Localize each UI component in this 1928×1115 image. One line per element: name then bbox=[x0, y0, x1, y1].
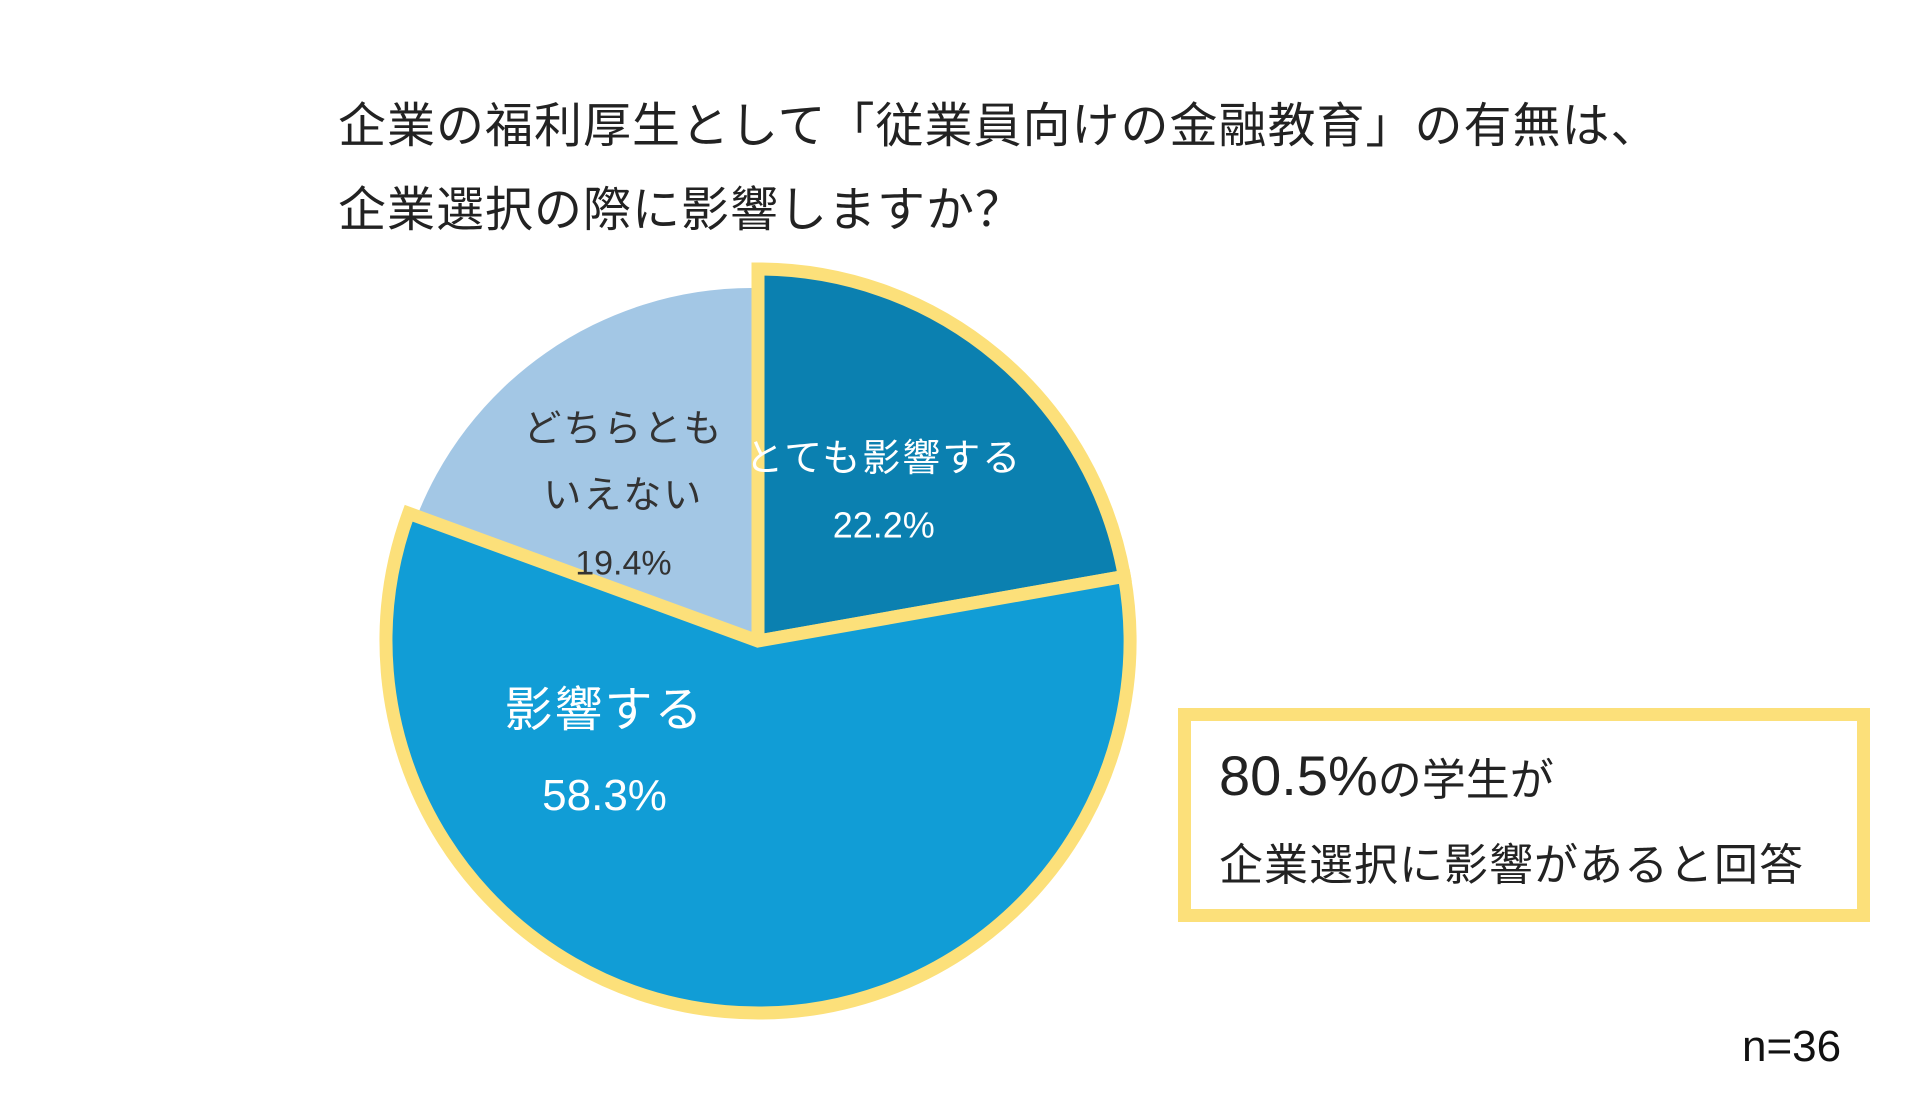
slice-value-label-2: 19.4% bbox=[575, 545, 671, 583]
pie-slice-1 bbox=[379, 504, 1137, 1020]
chart-title-line-2: 企業選択の際に影響しますか？ bbox=[338, 182, 1025, 238]
slice-label-2-line-1: いえない bbox=[543, 473, 703, 517]
pie-slices bbox=[379, 262, 1137, 1020]
pie-slice-0 bbox=[751, 262, 1132, 649]
callout-line-1-text: の学生が bbox=[1377, 755, 1554, 806]
callout-line-2: 企業選択に影響があると回答 bbox=[1219, 840, 1804, 891]
slice-label-0-line-0: とても影響する bbox=[745, 436, 1022, 480]
pie-slice-2 bbox=[413, 287, 752, 648]
slice-label-1-line-0: 影響する bbox=[505, 682, 705, 738]
summary-callout: 80.5%の学生が 企業選択に影響があると回答 bbox=[1178, 708, 1870, 922]
slice-value-label-1: 58.3% bbox=[542, 771, 667, 820]
chart-title-line-1: 企業の福利厚生として「従業員向けの金融教育」の有無は、 bbox=[338, 98, 1660, 154]
sample-size-label: n=36 bbox=[1742, 1022, 1842, 1071]
callout-line-1: 80.5%の学生が bbox=[1219, 743, 1554, 808]
callout-percent: 80.5% bbox=[1219, 744, 1378, 807]
slice-value-label-0: 22.2% bbox=[833, 505, 935, 546]
slice-label-2-line-0: どちらとも bbox=[523, 407, 723, 451]
